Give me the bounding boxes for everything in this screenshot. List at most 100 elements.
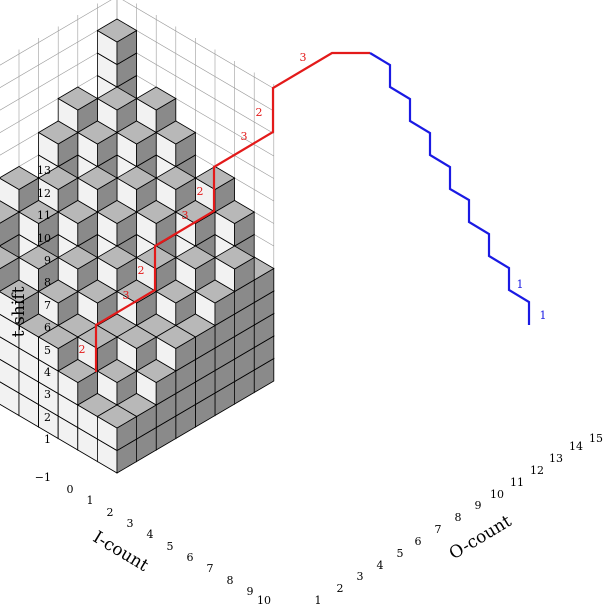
i-tick: 8 — [227, 574, 234, 587]
cube-top-face — [0, 279, 40, 304]
cube — [0, 200, 20, 247]
red-path-labels: 2 3 2 3 2 3 2 3 — [79, 51, 307, 356]
cube — [96, 404, 138, 452]
blue-step-label: 1 — [540, 309, 547, 322]
cube-top-face — [57, 86, 99, 111]
cube-top-face — [77, 325, 118, 349]
i-axis-title: I-count — [89, 527, 152, 576]
grid-line — [0, 18, 118, 88]
i-tick: 3 — [127, 517, 134, 530]
t-tick: −1 — [35, 471, 51, 484]
cube — [77, 120, 118, 168]
cube-top-face — [135, 86, 177, 111]
cube — [135, 200, 177, 247]
cube-top-face — [194, 279, 236, 304]
cube — [57, 200, 99, 247]
cube-top-face — [116, 120, 157, 145]
t-tick: 13 — [37, 164, 51, 177]
cube — [96, 245, 138, 293]
cube — [96, 359, 138, 406]
grid-line — [0, 41, 118, 111]
cube — [155, 120, 197, 168]
cube — [194, 279, 236, 327]
i-tick: 0 — [67, 483, 74, 496]
cube-top-face — [77, 166, 118, 190]
cube-top-face — [18, 245, 59, 270]
t-tick: 10 — [37, 232, 51, 245]
t-axis-title: t-shift — [9, 286, 29, 337]
o-tick: 4 — [377, 559, 384, 572]
cube-top-face — [0, 200, 20, 224]
cube — [155, 325, 197, 372]
cube-top-face — [96, 359, 138, 383]
cube — [77, 325, 118, 372]
t-tick: 1 — [44, 433, 51, 446]
cube-top-face — [37, 325, 79, 349]
red-step-label: 2 — [197, 185, 204, 198]
o-tick: 12 — [530, 464, 544, 477]
i-tick: 9 — [247, 585, 254, 598]
cube-top-face — [96, 200, 138, 224]
cube — [96, 18, 138, 66]
cube-top-face — [96, 18, 138, 43]
cube — [77, 166, 118, 213]
cube-top-face — [116, 166, 157, 190]
i-tick: 5 — [167, 540, 174, 553]
t-tick: 12 — [37, 187, 51, 200]
grid-line — [116, 63, 274, 157]
red-step-label: 3 — [123, 289, 130, 302]
cube-stack — [0, 18, 275, 474]
cube-top-face — [155, 166, 197, 190]
red-path — [94, 51, 370, 372]
red-step-label: 3 — [241, 130, 248, 143]
red-step-label: 2 — [256, 106, 263, 119]
grid-line — [116, 18, 274, 112]
cube — [96, 200, 138, 247]
cube — [135, 359, 177, 406]
cube-top-face — [175, 200, 216, 224]
cube-top-face — [175, 245, 216, 270]
o-tick: 9 — [475, 499, 482, 512]
cube — [37, 279, 79, 327]
cube — [116, 166, 157, 213]
blue-path-labels: 1 1 — [517, 278, 547, 322]
o-tick: 2 — [337, 582, 344, 595]
i-tick: 1 — [87, 494, 94, 507]
cube-top-face — [57, 359, 99, 383]
cube — [116, 279, 157, 327]
grid-line — [116, 41, 274, 134]
cube-top-face — [96, 245, 138, 270]
cube — [57, 359, 99, 406]
grid-line — [0, 63, 118, 133]
cube — [116, 325, 157, 372]
cube-top-face — [0, 166, 40, 190]
cube — [214, 245, 255, 293]
t-tick: 6 — [44, 321, 51, 334]
cube-top-face — [96, 86, 138, 111]
cube-top-face — [37, 120, 79, 145]
cube-top-face — [77, 279, 118, 304]
t-tick: 9 — [44, 254, 51, 267]
cube — [155, 166, 197, 213]
grid-line — [0, 0, 112, 66]
o-tick: 10 — [490, 488, 504, 501]
boundary-paths — [94, 51, 531, 372]
t-tick: 2 — [44, 411, 51, 424]
o-axis-ticks: 1 2 3 4 5 6 7 8 9 10 11 12 13 14 15 — [315, 432, 604, 607]
cube — [37, 120, 79, 168]
t-tick: 11 — [37, 209, 51, 222]
cube-top-face — [155, 279, 197, 304]
cube-top-face — [135, 200, 177, 224]
cube-top-face — [116, 279, 157, 304]
cube-top-face — [116, 325, 157, 349]
cube-top-face — [77, 120, 118, 145]
cube — [135, 245, 177, 293]
t-tick: 7 — [44, 299, 51, 312]
o-tick: 15 — [589, 432, 603, 445]
i-tick: 6 — [187, 551, 194, 564]
o-tick: 5 — [397, 547, 404, 560]
o-tick: 7 — [435, 523, 442, 536]
red-step-label: 2 — [79, 343, 86, 356]
cube — [37, 325, 79, 372]
